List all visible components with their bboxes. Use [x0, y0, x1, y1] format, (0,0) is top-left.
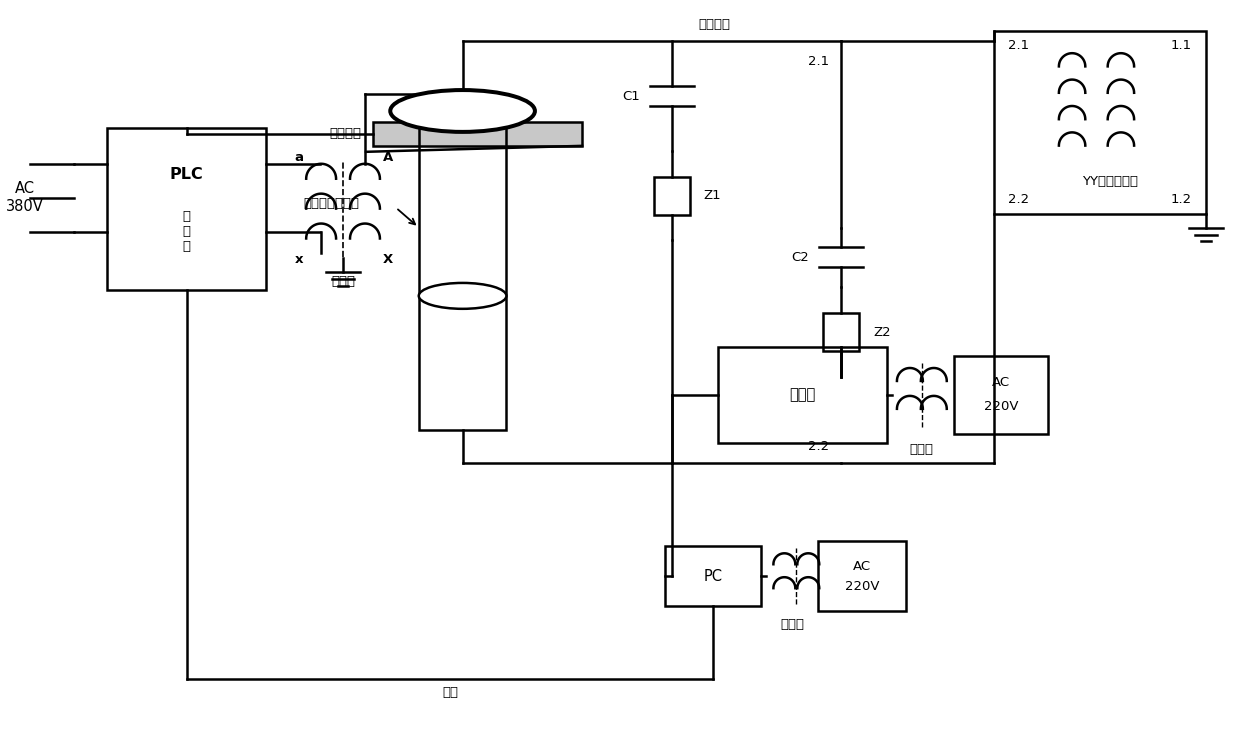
Bar	[818, 542, 906, 611]
Text: 220V: 220V	[844, 580, 879, 592]
Text: PLC: PLC	[170, 167, 203, 182]
Text: AC
380V: AC 380V	[6, 182, 45, 214]
Text: AC: AC	[992, 376, 1010, 390]
Ellipse shape	[418, 283, 506, 309]
Bar	[718, 347, 886, 442]
Text: 防晕导线: 防晕导线	[698, 18, 730, 31]
Text: PC: PC	[703, 569, 723, 584]
Text: AC: AC	[853, 560, 872, 573]
Bar	[654, 176, 690, 215]
Text: x: x	[295, 253, 303, 266]
Text: A: A	[383, 151, 394, 165]
Text: 直流高压发生器: 直流高压发生器	[303, 197, 359, 210]
Text: C2: C2	[791, 251, 810, 264]
Bar	[665, 546, 761, 606]
Text: Z1: Z1	[703, 189, 722, 202]
Text: 控制光线: 控制光线	[329, 127, 361, 140]
Text: 2.1: 2.1	[808, 54, 829, 68]
Text: 2.2: 2.2	[1008, 193, 1029, 206]
Text: YY换流变压器: YY换流变压器	[1082, 175, 1138, 188]
Text: 220V: 220V	[984, 401, 1019, 413]
Bar	[373, 122, 582, 146]
Text: 1.2: 1.2	[1171, 193, 1192, 206]
Bar	[823, 313, 859, 351]
Text: 光纤: 光纤	[442, 686, 458, 699]
Bar	[418, 111, 506, 430]
Text: 局放仪: 局放仪	[789, 387, 816, 402]
Text: 2.1: 2.1	[1008, 39, 1029, 51]
Text: 隔离变: 隔离变	[780, 617, 805, 631]
Text: 2.2: 2.2	[808, 440, 829, 453]
Bar	[953, 356, 1049, 434]
Text: 控
制
柜: 控 制 柜	[183, 209, 191, 253]
Text: 调压器: 调压器	[331, 275, 355, 288]
Bar	[994, 32, 1206, 214]
Text: X: X	[383, 253, 394, 266]
Text: 隔离变: 隔离变	[910, 443, 933, 456]
Text: C1: C1	[623, 90, 640, 102]
Bar	[106, 128, 266, 290]
Ellipse shape	[390, 90, 535, 132]
Text: Z2: Z2	[873, 326, 890, 339]
Text: a: a	[295, 151, 303, 165]
Text: 1.1: 1.1	[1171, 39, 1192, 51]
